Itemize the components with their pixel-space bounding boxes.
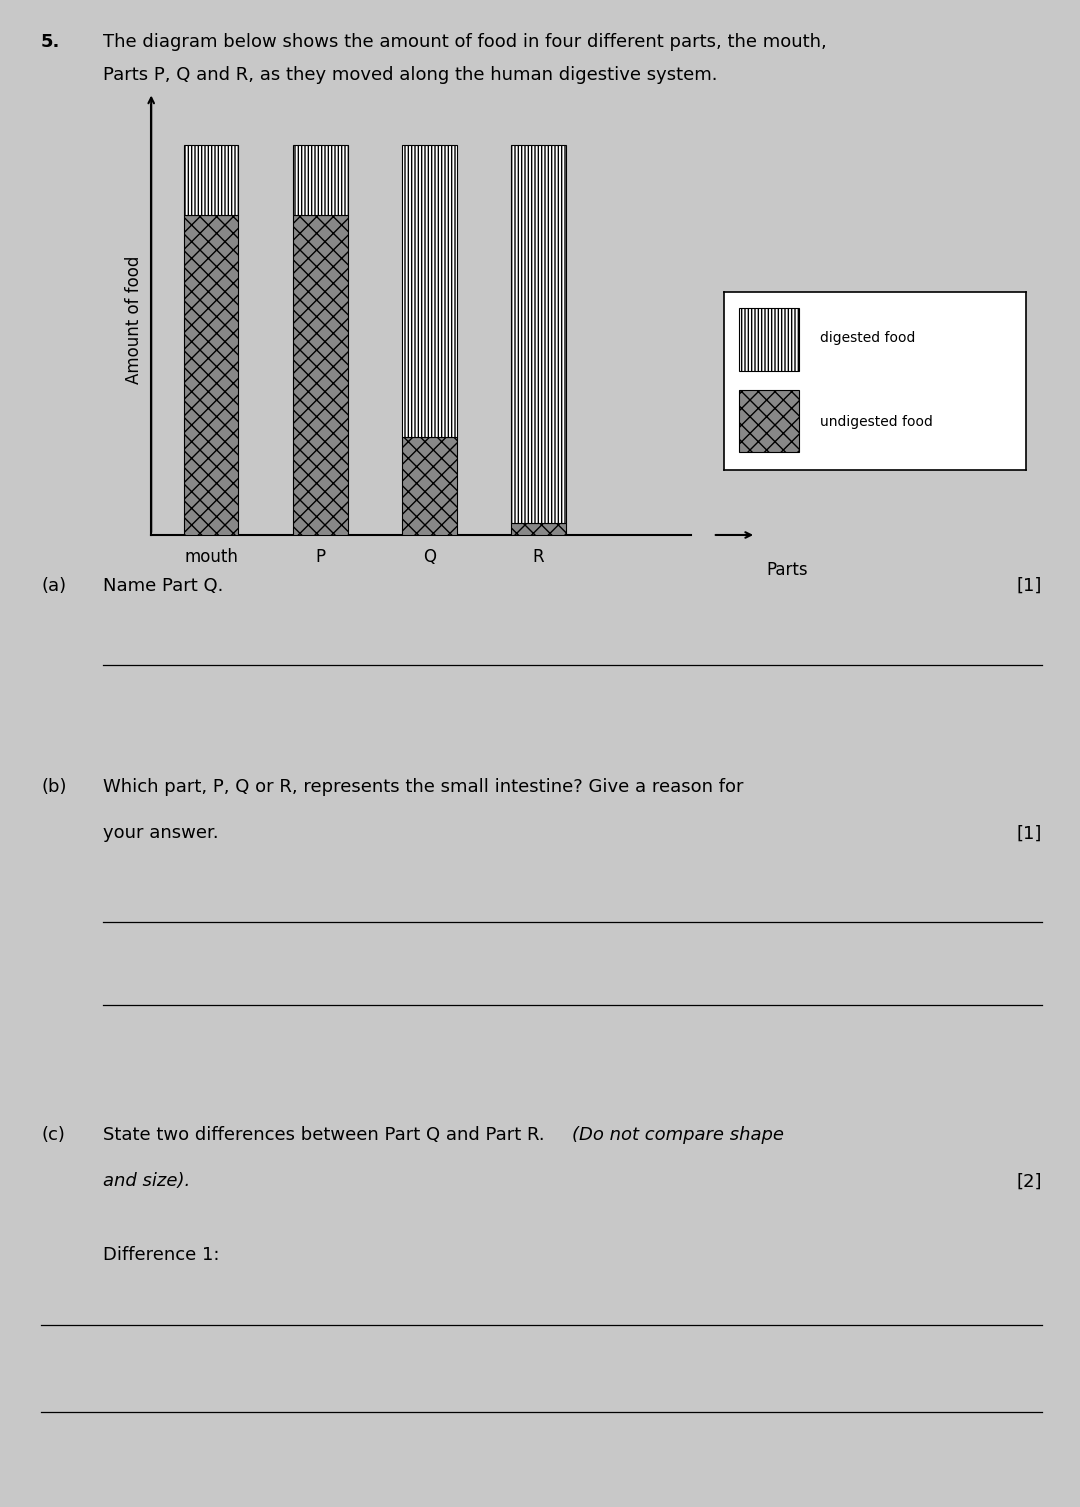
Text: The diagram below shows the amount of food in four different parts, the mouth,: The diagram below shows the amount of fo… <box>103 33 826 51</box>
Bar <box>184 216 239 535</box>
Bar <box>184 145 239 216</box>
Text: (a): (a) <box>41 577 66 595</box>
Bar <box>739 309 799 371</box>
Text: Name Part Q.: Name Part Q. <box>103 577 222 595</box>
Text: [1]: [1] <box>1017 824 1042 842</box>
Text: digested food: digested food <box>821 330 916 345</box>
Text: 5.: 5. <box>41 33 60 51</box>
Text: [2]: [2] <box>1016 1172 1042 1191</box>
Text: Which part, P, Q or R, represents the small intestine? Give a reason for: Which part, P, Q or R, represents the sm… <box>103 778 743 796</box>
Bar <box>739 390 799 452</box>
Y-axis label: Amount of food: Amount of food <box>125 256 143 384</box>
Text: (c): (c) <box>41 1126 65 1144</box>
Text: (b): (b) <box>41 778 67 796</box>
Text: and size).: and size). <box>103 1172 190 1191</box>
Bar <box>293 216 348 535</box>
Text: [1]: [1] <box>1017 577 1042 595</box>
Text: Difference 1:: Difference 1: <box>103 1246 219 1264</box>
Bar <box>293 145 348 216</box>
Text: (Do not compare shape: (Do not compare shape <box>572 1126 784 1144</box>
Bar <box>402 145 457 437</box>
Bar <box>402 437 457 535</box>
Text: Parts: Parts <box>767 561 809 579</box>
Text: undigested food: undigested food <box>821 414 933 429</box>
Text: your answer.: your answer. <box>103 824 218 842</box>
Text: Parts P, Q and R, as they moved along the human digestive system.: Parts P, Q and R, as they moved along th… <box>103 66 717 84</box>
Bar <box>511 523 566 535</box>
Bar <box>511 145 566 523</box>
Text: State two differences between Part Q and Part R.: State two differences between Part Q and… <box>103 1126 550 1144</box>
